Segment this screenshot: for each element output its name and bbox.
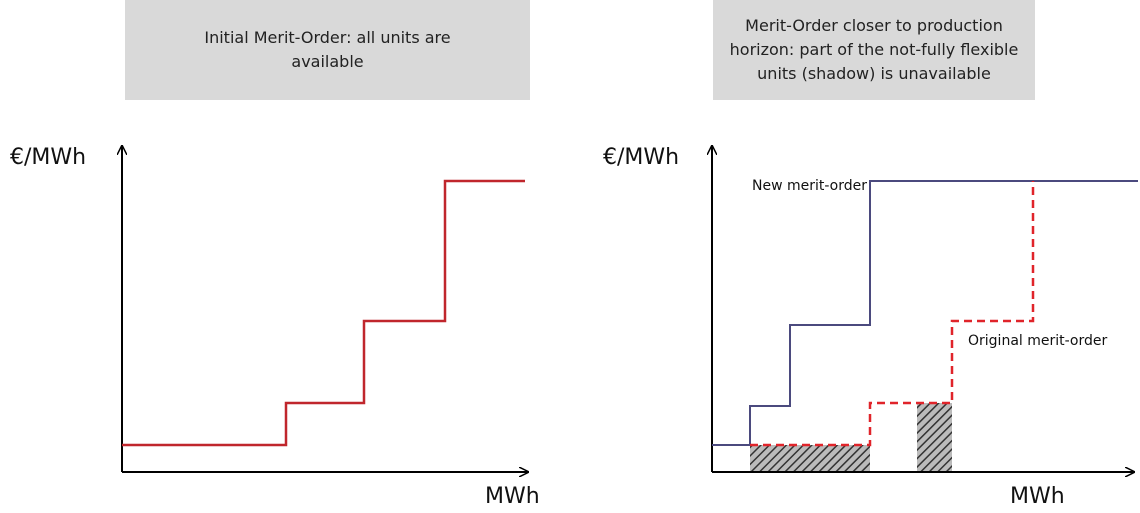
x-axis-label: MWh [485,484,540,509]
unavailable-shadow [750,445,870,472]
merit-order-step [122,179,525,447]
unavailable-shadow [917,403,952,472]
title-line: Merit-Order closer to production [745,16,1003,35]
original-merit-order [750,181,1035,447]
x-axis-label: MWh [1010,484,1065,509]
title-line: units (shadow) is unavailable [757,64,991,83]
line-label: New merit-order [752,178,868,194]
title-line: Initial Merit-Order: all units are [204,28,451,47]
new-merit-order [712,180,1138,446]
title-line: horizon: part of the not-fully flexible [729,40,1019,59]
title-line: available [291,52,364,71]
panel-title: Initial Merit-Order: all units are avail… [125,0,530,100]
panel-title: Merit-Order closer to production horizon… [713,0,1035,100]
y-axis-label: €/MWh [603,145,680,170]
line-label: Original merit-order [968,333,1108,349]
y-axis-label: €/MWh [10,145,87,170]
